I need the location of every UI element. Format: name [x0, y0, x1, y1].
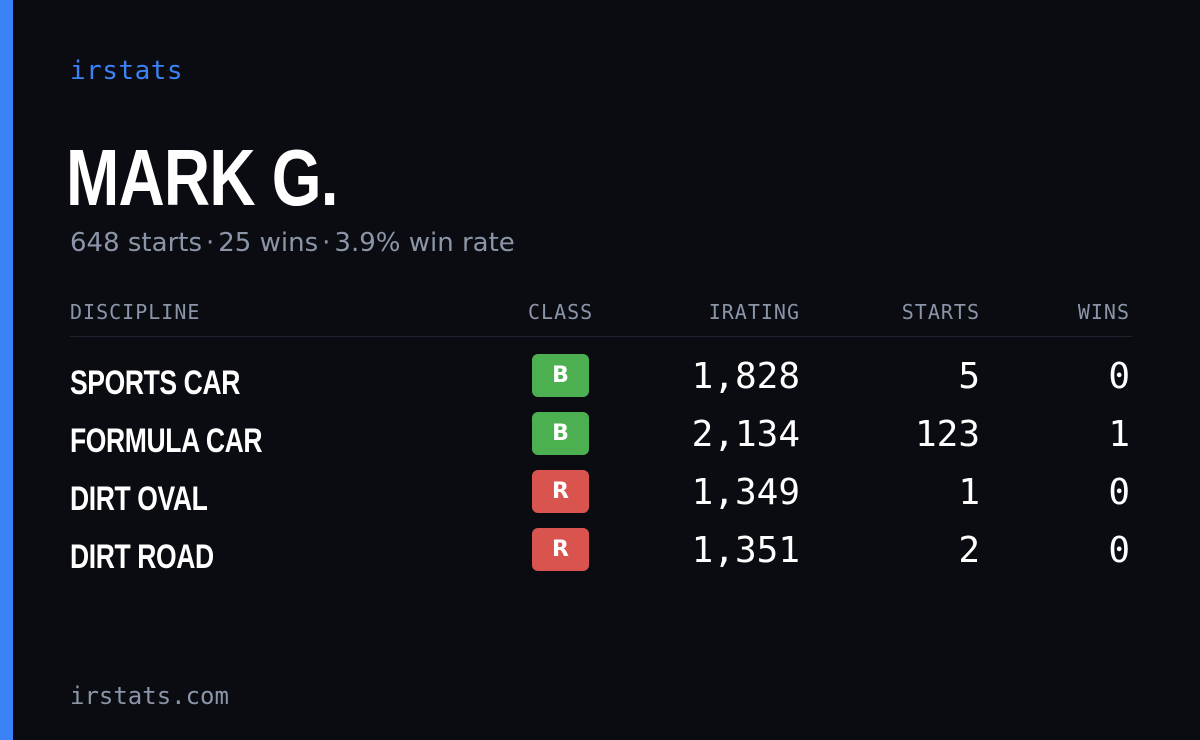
player-name: MARK G. — [66, 133, 339, 222]
wins-value: 0 — [1108, 356, 1130, 397]
table-row: DIRT ROAD R 1,351 2 0 — [70, 526, 1132, 584]
summary-separator: · — [206, 228, 215, 258]
wins-value: 1 — [1108, 414, 1130, 455]
footer-url: irstats.com — [70, 682, 229, 710]
wins-value: 0 — [1108, 530, 1130, 571]
summary-starts: 648 starts — [70, 228, 202, 258]
class-badge: B — [532, 412, 589, 455]
irating-value: 1,349 — [691, 472, 800, 513]
irating-value: 1,828 — [691, 356, 800, 397]
starts-value: 2 — [958, 530, 980, 571]
starts-value: 1 — [958, 472, 980, 513]
starts-value: 123 — [914, 414, 980, 455]
discipline-table: SPORTS CAR B 1,828 5 0 FORMULA CAR B 2,1… — [70, 352, 1132, 584]
summary-separator: · — [322, 228, 331, 258]
header-discipline: DISCIPLINE — [70, 300, 201, 324]
summary-wins: 25 wins — [218, 228, 319, 258]
table-row: FORMULA CAR B 2,134 123 1 — [70, 410, 1132, 468]
irating-value: 2,134 — [691, 414, 800, 455]
header-irating: IRATING — [708, 300, 800, 324]
class-badge: B — [532, 354, 589, 397]
header-wins: WINS — [1077, 300, 1130, 324]
table-row: SPORTS CAR B 1,828 5 0 — [70, 352, 1132, 410]
wins-value: 0 — [1108, 472, 1130, 513]
class-badge: R — [532, 470, 589, 513]
header-starts: STARTS — [901, 300, 980, 324]
discipline-name: SPORTS CAR — [70, 364, 240, 402]
discipline-name: DIRT OVAL — [70, 480, 208, 518]
class-badge: R — [532, 528, 589, 571]
table-header: DISCIPLINE CLASS IRATING STARTS WINS — [70, 298, 1132, 337]
summary-win-rate: 3.9% win rate — [334, 228, 515, 258]
table-row: DIRT OVAL R 1,349 1 0 — [70, 468, 1132, 526]
starts-value: 5 — [958, 356, 980, 397]
irating-value: 1,351 — [691, 530, 800, 571]
player-summary: 648 starts · 25 wins · 3.9% win rate — [70, 228, 515, 258]
brand-logo: irstats — [70, 56, 184, 86]
discipline-name: FORMULA CAR — [70, 422, 263, 460]
accent-bar — [0, 0, 13, 740]
header-class: CLASS — [528, 300, 594, 324]
discipline-name: DIRT ROAD — [70, 538, 214, 576]
